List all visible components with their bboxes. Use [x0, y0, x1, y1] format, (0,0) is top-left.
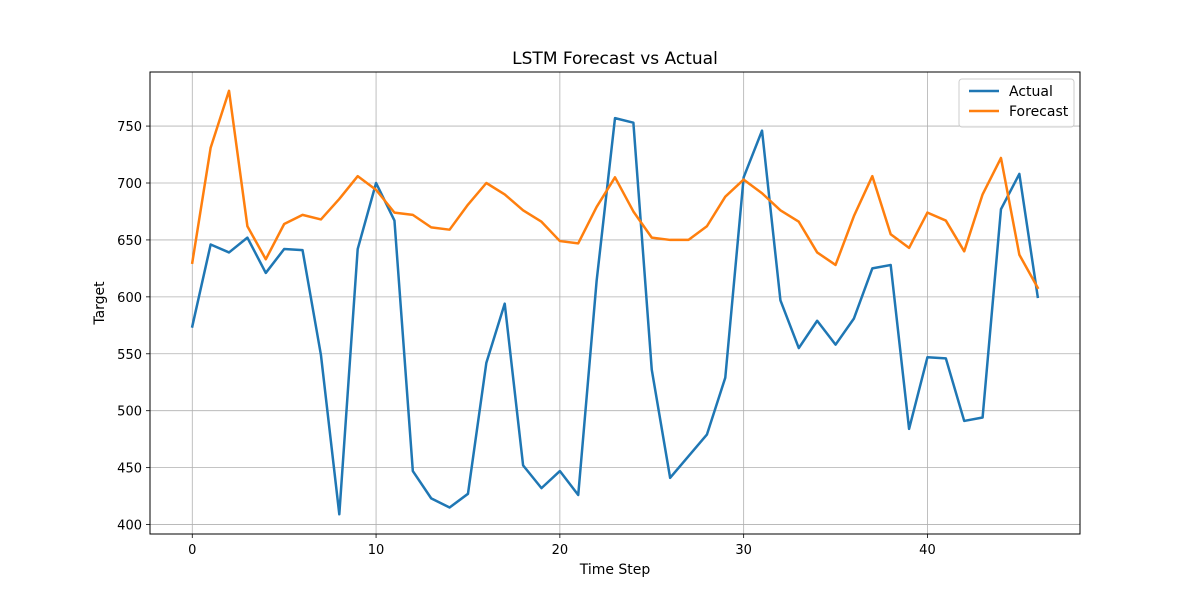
series-lines — [190, 89, 1040, 516]
x-axis-label: Time Step — [579, 562, 651, 578]
x-tick-label: 20 — [552, 543, 569, 558]
y-tick-label: 450 — [117, 462, 142, 477]
y-tick-label: 650 — [117, 234, 142, 249]
grid-lines — [150, 72, 1080, 534]
legend: Actual Forecast — [958, 78, 1075, 128]
y-tick-label: 400 — [117, 519, 142, 534]
axis-ticks: 0 10 20 30 40 400 450 500 550 600 650 700 750 — [117, 120, 936, 558]
y-tick-label: 750 — [117, 120, 142, 135]
series-line-forecast — [190, 89, 1040, 290]
series-line-actual — [190, 116, 1040, 516]
x-tick-label: 30 — [735, 543, 752, 558]
y-tick-label: 600 — [117, 291, 142, 306]
legend-label-forecast: Forecast — [1009, 104, 1069, 120]
x-tick-label: 0 — [188, 543, 196, 558]
y-tick-label: 550 — [117, 348, 142, 363]
chart-title: LSTM Forecast vs Actual — [512, 49, 718, 69]
legend-label-actual: Actual — [1009, 84, 1053, 100]
plot-frame — [149, 71, 1081, 535]
y-tick-label: 700 — [117, 177, 142, 192]
y-axis-label: Target — [92, 281, 108, 326]
x-tick-label: 10 — [368, 543, 385, 558]
y-tick-label: 500 — [117, 405, 142, 420]
x-tick-label: 40 — [919, 543, 936, 558]
